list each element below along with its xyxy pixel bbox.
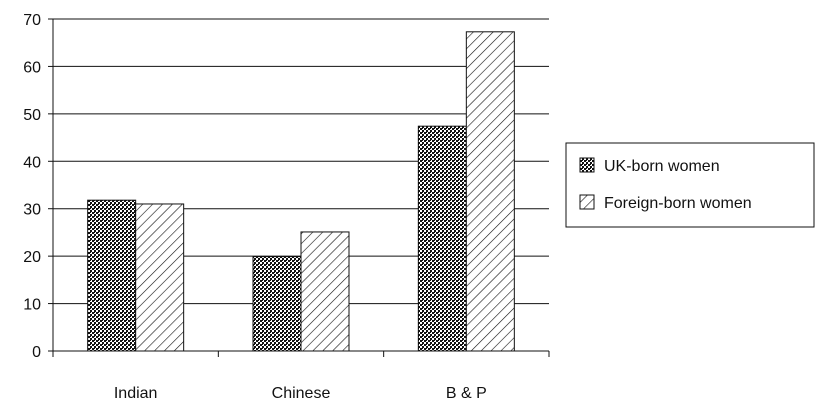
bar-uk-born-chinese xyxy=(252,256,302,352)
legend: UK-born women Foreign-born women xyxy=(565,142,815,228)
x-axis: Indian Chinese B & P xyxy=(52,350,550,402)
y-tick-label: 40 xyxy=(23,154,41,171)
y-tick-label: 10 xyxy=(23,297,41,314)
legend-swatch-uk-born xyxy=(579,157,595,173)
legend-box xyxy=(565,142,815,228)
legend-label-foreign-born: Foreign-born women xyxy=(604,195,752,212)
x-tick-label: B & P xyxy=(446,385,487,402)
x-tick-label: Chinese xyxy=(272,385,331,402)
bars xyxy=(87,31,515,352)
y-axis: 0 10 20 30 40 50 60 70 xyxy=(23,12,54,361)
x-tick-label: Indian xyxy=(114,385,158,402)
y-tick-label: 50 xyxy=(23,107,41,124)
legend-item-uk-born: UK-born women xyxy=(579,157,720,175)
y-tick-label: 0 xyxy=(32,344,41,361)
bar-foreign-born-indian xyxy=(135,203,185,352)
y-tick-label: 20 xyxy=(23,249,41,266)
legend-swatch-foreign-born xyxy=(579,194,595,210)
y-tick-label: 60 xyxy=(23,59,41,76)
y-tick-label: 70 xyxy=(23,12,41,29)
legend-item-foreign-born: Foreign-born women xyxy=(579,194,752,212)
bar-uk-born-b-p xyxy=(417,125,467,352)
y-tick-label: 30 xyxy=(23,202,41,219)
bar-foreign-born-chinese xyxy=(300,231,350,352)
bar-foreign-born-b-p xyxy=(465,31,515,352)
legend-label-uk-born: UK-born women xyxy=(604,158,720,175)
bar-uk-born-indian xyxy=(87,199,137,352)
